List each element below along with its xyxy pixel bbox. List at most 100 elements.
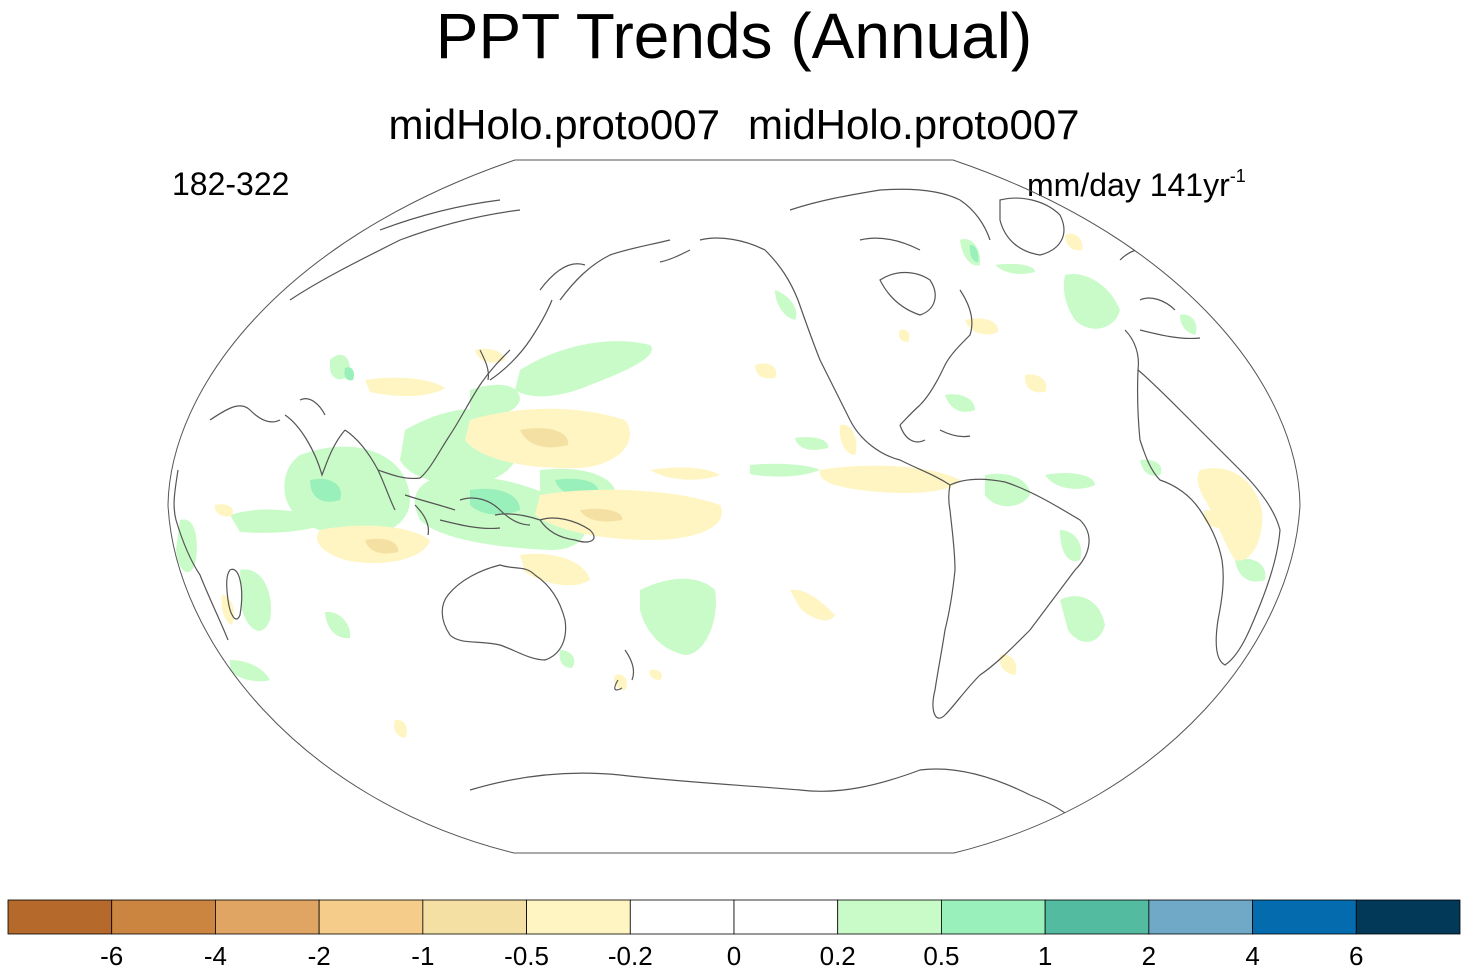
- colorbar-box: [7, 899, 113, 935]
- colorbar-tick-label: 1: [1038, 941, 1052, 971]
- negative-anomaly-area: [214, 504, 234, 517]
- coastline-segment: [1139, 329, 1201, 340]
- coastline-segment: [919, 289, 973, 406]
- coastline-segment: [459, 497, 531, 526]
- negative-anomaly-area: [520, 428, 569, 448]
- coastline-segment: [377, 434, 451, 480]
- period-label: 182-322: [172, 166, 290, 202]
- colorbar-tick-label: 0.5: [923, 941, 959, 971]
- colorbar-tick-label: 0: [727, 941, 741, 971]
- positive-anomaly-area: [1060, 596, 1105, 642]
- negative-anomaly-area: [614, 674, 627, 690]
- positive-anomaly-area: [995, 263, 1035, 274]
- chart-title: PPT Trends (Annual): [435, 0, 1033, 72]
- precip-anomaly-fields: [176, 233, 1266, 738]
- coastline-segment: [173, 469, 229, 641]
- positive-anomaly-area: [325, 611, 351, 639]
- colorbar-box: [1252, 899, 1357, 935]
- coastline-segment: [479, 349, 490, 381]
- coastline-segment: [1119, 247, 1191, 291]
- coastline-segment: [999, 197, 1065, 256]
- subtitle-right: midHolo.proto007: [748, 101, 1080, 148]
- coastline-segment: [469, 768, 1081, 826]
- coastline-segment: [209, 405, 281, 423]
- negative-anomaly-area: [365, 538, 399, 554]
- coastline-segment: [659, 249, 691, 263]
- positive-anomaly-area: [559, 650, 575, 668]
- positive-anomaly-area: [1180, 314, 1197, 335]
- colorbar-tick-label: -2: [308, 941, 331, 971]
- coastline-segment: [859, 237, 921, 251]
- colorbar-tick-label: 2: [1142, 941, 1156, 971]
- coastline-segment: [404, 494, 456, 511]
- coastline-segment: [441, 564, 567, 661]
- negative-anomaly-area: [650, 467, 720, 480]
- coastlines: [173, 188, 1281, 826]
- colorbar-box: [837, 899, 942, 935]
- coastline-segment: [624, 649, 635, 681]
- coastline-segment: [699, 237, 851, 421]
- colorbar-tick-label: 0.2: [820, 941, 856, 971]
- colorbar-box: [1355, 899, 1461, 935]
- positive-anomaly-area: [775, 290, 797, 320]
- positive-anomaly-area: [969, 244, 979, 262]
- negative-anomaly-area: [1065, 233, 1083, 251]
- colorbar-box: [318, 899, 424, 935]
- negative-anomaly-area: [1197, 468, 1263, 561]
- positive-anomaly-area: [795, 437, 829, 450]
- colorbar-box: [733, 899, 839, 935]
- colorbar-tick-label: -0.5: [504, 941, 549, 971]
- map-outline: [167, 159, 1301, 854]
- negative-anomaly-area: [365, 377, 445, 397]
- coastline-segment: [379, 199, 501, 231]
- negative-anomaly-area: [520, 553, 590, 586]
- positive-anomaly-area: [284, 446, 410, 536]
- negative-anomaly-area: [580, 508, 623, 522]
- positive-anomaly-area: [640, 578, 716, 655]
- coastline-segment: [284, 414, 346, 477]
- positive-anomaly-area: [1235, 558, 1266, 582]
- coastline-segment: [614, 679, 623, 691]
- positive-anomaly-area: [470, 488, 520, 515]
- coastline-segment: [449, 349, 511, 436]
- coastline-segment: [1137, 368, 1281, 666]
- positive-anomaly-area: [230, 509, 330, 533]
- coastline-segment: [849, 419, 951, 486]
- colorbar-box: [1148, 899, 1253, 935]
- map-content: [173, 188, 1281, 826]
- coastline-segment: [899, 424, 926, 443]
- coastline-segment: [539, 517, 595, 543]
- colorbar-box: [215, 899, 320, 935]
- colorbar-box: [941, 899, 1046, 935]
- negative-anomaly-area: [898, 329, 910, 342]
- coastline-segment: [1124, 329, 1140, 371]
- coastline-segment: [559, 239, 671, 301]
- coastline-segment: [539, 263, 586, 291]
- colorbar-tick-label: -6: [100, 941, 123, 971]
- positive-anomaly-area: [985, 473, 1030, 507]
- subtitle-left: midHolo.proto007: [388, 101, 720, 148]
- coastline-segment: [439, 519, 501, 530]
- colorbar-boxes: [7, 899, 1461, 935]
- positive-anomaly-area: [515, 341, 652, 397]
- colorbar-box: [629, 899, 735, 935]
- colorbar-box: [526, 899, 631, 935]
- coastline-segment: [226, 568, 243, 620]
- colorbar: -6 -4 -2 -1 -0.5 -0.2 0 0.2 0.5 1 2 4 6: [7, 899, 1461, 971]
- positive-anomaly-area: [1045, 473, 1095, 489]
- coastline-segment: [299, 398, 326, 416]
- coastline-segment: [494, 513, 541, 521]
- negative-anomaly-area: [965, 318, 999, 335]
- coastline-segment: [939, 429, 971, 438]
- negative-anomaly-area: [839, 424, 857, 455]
- positive-anomaly-area: [310, 478, 341, 502]
- negative-anomaly-area: [999, 654, 1017, 675]
- negative-anomaly-area: [1024, 374, 1047, 393]
- coastline-segment: [289, 209, 521, 301]
- coastline-segment: [414, 504, 430, 536]
- coastline-segment: [1139, 297, 1176, 311]
- negative-anomaly-area: [790, 589, 835, 621]
- colorbar-tick-label: -4: [204, 941, 227, 971]
- units-text: mm/day 141yr: [1027, 167, 1230, 203]
- world-map: [167, 159, 1301, 854]
